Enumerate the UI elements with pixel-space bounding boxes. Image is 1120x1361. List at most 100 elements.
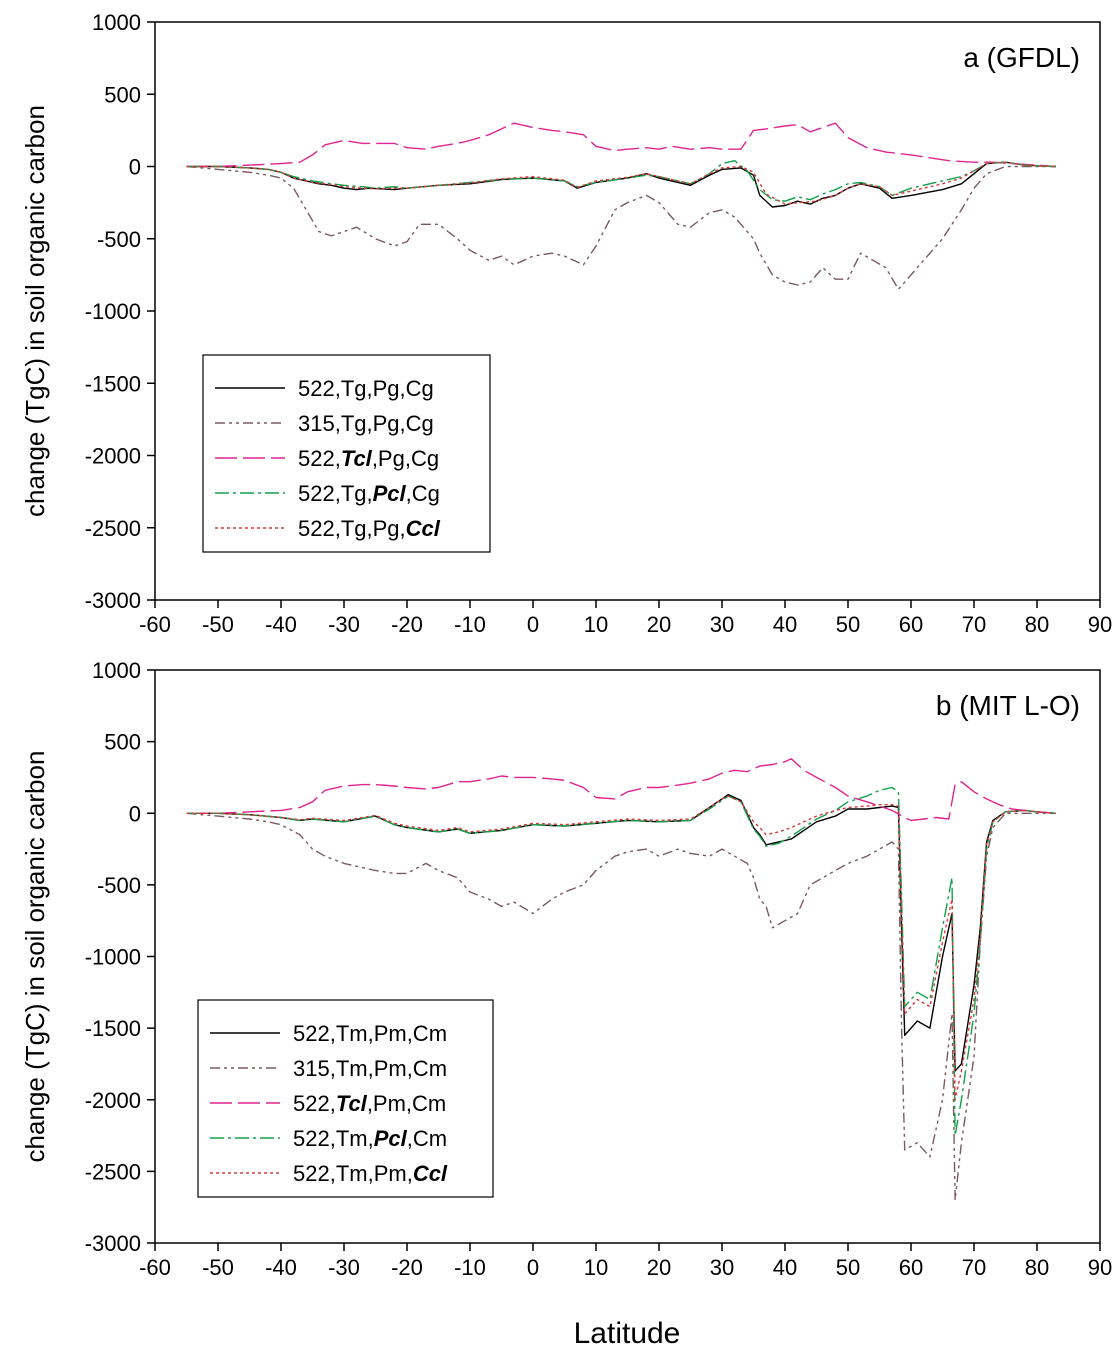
legend-text-part: Ccl — [406, 516, 441, 541]
x-tick-label: -10 — [454, 612, 486, 637]
y-tick-label: 0 — [129, 801, 141, 826]
y-axis-title: change (TgC) in soil organic carbon — [20, 751, 50, 1163]
y-tick-label: -2000 — [85, 1088, 141, 1113]
legend-text-part: Ccl — [413, 1161, 448, 1186]
x-tick-label: -30 — [328, 612, 360, 637]
series-line-5 — [186, 795, 1056, 1101]
legend: 522,Tg,Pg,Cg315,Tg,Pg,Cg522,Tcl,Pg,Cg522… — [202, 354, 491, 553]
series-line-3 — [186, 122, 1056, 168]
series-group — [186, 122, 1056, 290]
x-tick-label: -60 — [139, 612, 171, 637]
series-line-3 — [186, 758, 1056, 822]
x-tick-label: 30 — [710, 612, 734, 637]
x-tick-label: 90 — [1088, 612, 1112, 637]
y-tick-label: -1500 — [85, 371, 141, 396]
y-tick-label: 500 — [104, 82, 141, 107]
y-tick-label: -1000 — [85, 299, 141, 324]
x-tick-label: -40 — [265, 612, 297, 637]
legend-text-part: ,Cg — [406, 481, 440, 506]
x-tick-label: 80 — [1025, 612, 1049, 637]
panel-a: 10005000-500-1000-1500-2000-2500-3000-60… — [20, 10, 1112, 637]
legend-text-part: 522,Tm, — [293, 1126, 374, 1151]
y-tick-label: -500 — [97, 227, 141, 252]
legend-text-part: Pcl — [373, 481, 407, 506]
series-line-2 — [186, 812, 1056, 1201]
legend-text-part: ,Pm,Cm — [367, 1091, 446, 1116]
y-tick-label: -500 — [97, 873, 141, 898]
x-tick-label: 50 — [836, 612, 860, 637]
y-tick-label: 1000 — [92, 10, 141, 35]
x-tick-label: 20 — [647, 612, 671, 637]
x-tick-label: 70 — [962, 612, 986, 637]
x-tick-label: 40 — [773, 612, 797, 637]
legend-text-part: 522,Tg,Pg,Cg — [298, 376, 434, 401]
legend-text-part: 522,Tg,Pg, — [298, 516, 406, 541]
x-tick-label: 20 — [647, 1255, 671, 1280]
x-tick-label: -50 — [202, 1255, 234, 1280]
legend-text-part: Tcl — [341, 446, 373, 471]
y-tick-label: -1500 — [85, 1016, 141, 1041]
series-line-2 — [186, 165, 1056, 290]
legend-entry-1: 522,Tg,Pg,Cg — [298, 376, 434, 401]
legend-text-part: 522,Tm,Pm, — [293, 1161, 413, 1186]
y-tick-label: -2500 — [85, 1159, 141, 1184]
x-tick-label: 10 — [584, 612, 608, 637]
y-tick-label: -1000 — [85, 945, 141, 970]
x-tick-label: 60 — [899, 1255, 923, 1280]
series-group — [186, 758, 1056, 1201]
y-tick-label: -2000 — [85, 444, 141, 469]
x-tick-label: 50 — [836, 1255, 860, 1280]
legend-text-part: 522,Tg, — [298, 481, 373, 506]
legend-entry-1: 522,Tm,Pm,Cm — [293, 1021, 447, 1046]
legend-entry-2: 315,Tm,Pm,Cm — [293, 1056, 447, 1081]
x-tick-label: 10 — [584, 1255, 608, 1280]
legend-text-part: ,Cm — [407, 1126, 447, 1151]
x-tick-label: 0 — [527, 1255, 539, 1280]
legend-text-part: 315,Tm,Pm,Cm — [293, 1056, 447, 1081]
y-tick-label: -3000 — [85, 1231, 141, 1256]
legend-text-part: 522,Tm,Pm,Cm — [293, 1021, 447, 1046]
x-tick-label: 70 — [962, 1255, 986, 1280]
legend-entry-4: 522,Tg,Pcl,Cg — [298, 481, 440, 506]
series-line-4 — [186, 786, 1056, 1137]
y-tick-label: -3000 — [85, 588, 141, 613]
legend-entry-2: 315,Tg,Pg,Cg — [298, 411, 434, 436]
x-tick-label: -10 — [454, 1255, 486, 1280]
x-tick-label: -50 — [202, 612, 234, 637]
legend-text-part: 315,Tg,Pg,Cg — [298, 411, 434, 436]
x-tick-label: 30 — [710, 1255, 734, 1280]
x-tick-label: 80 — [1025, 1255, 1049, 1280]
x-tick-label: 90 — [1088, 1255, 1112, 1280]
legend-entry-5: 522,Tg,Pg,Ccl — [298, 516, 441, 541]
x-tick-label: 0 — [527, 612, 539, 637]
x-axis-title: Latitude — [574, 1317, 681, 1350]
x-tick-label: -20 — [391, 1255, 423, 1280]
legend-entry-3: 522,Tcl,Pm,Cm — [293, 1091, 446, 1116]
x-tick-label: -40 — [265, 1255, 297, 1280]
y-tick-label: 1000 — [92, 658, 141, 683]
x-tick-label: 60 — [899, 612, 923, 637]
legend-text-part: Pcl — [374, 1126, 408, 1151]
legend-text-part: Tcl — [336, 1091, 368, 1116]
legend-text-part: ,Pg,Cg — [372, 446, 439, 471]
y-axis-title: change (TgC) in soil organic carbon — [20, 105, 50, 517]
legend-entry-3: 522,Tcl,Pg,Cg — [298, 446, 439, 471]
series-line-4 — [186, 159, 1056, 202]
legend-entry-4: 522,Tm,Pcl,Cm — [293, 1126, 447, 1151]
legend-text-part: 522, — [298, 446, 341, 471]
panel-b: 10005000-500-1000-1500-2000-2500-3000-60… — [20, 658, 1112, 1280]
legend-text-part: 522, — [293, 1091, 336, 1116]
y-tick-label: -2500 — [85, 516, 141, 541]
x-tick-label: -20 — [391, 612, 423, 637]
panel-label: b (MIT L-O) — [936, 690, 1080, 721]
x-tick-label: -60 — [139, 1255, 171, 1280]
y-tick-label: 0 — [129, 155, 141, 180]
x-tick-label: 40 — [773, 1255, 797, 1280]
y-tick-label: 500 — [104, 730, 141, 755]
legend-entry-5: 522,Tm,Pm,Ccl — [293, 1161, 448, 1186]
series-line-1 — [186, 161, 1056, 208]
x-tick-label: -30 — [328, 1255, 360, 1280]
series-line-5 — [186, 161, 1056, 205]
panel-label: a (GFDL) — [963, 42, 1080, 73]
